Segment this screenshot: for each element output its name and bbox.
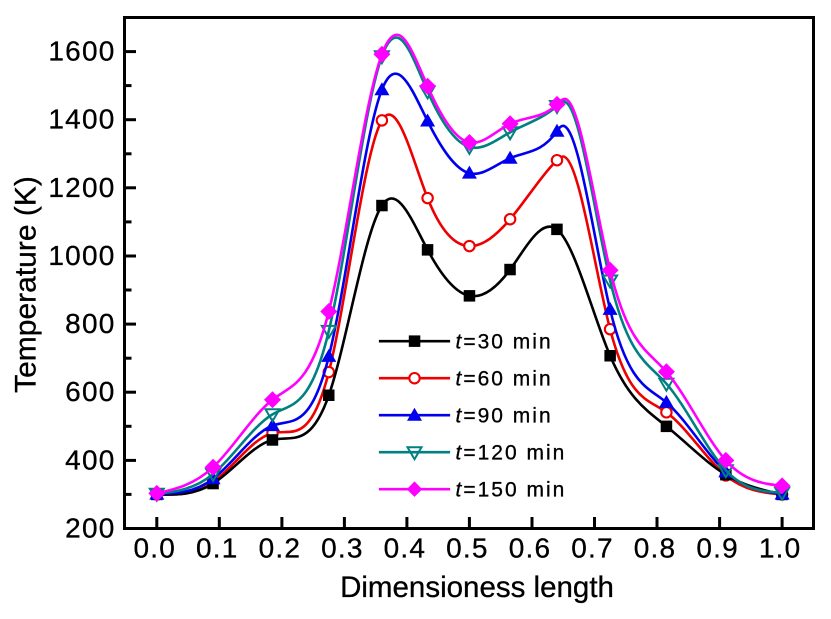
svg-text:1400: 1400 <box>48 104 115 135</box>
svg-text:0.1: 0.1 <box>196 533 239 564</box>
svg-text:Temperature (K): Temperature (K) <box>10 176 43 393</box>
svg-text:200: 200 <box>65 513 115 544</box>
svg-text:0.9: 0.9 <box>696 533 739 564</box>
svg-text:t=60 min: t=60 min <box>456 368 553 391</box>
svg-text:0.5: 0.5 <box>446 533 489 564</box>
svg-text:400: 400 <box>65 444 115 475</box>
svg-text:t=120 min: t=120 min <box>456 442 567 465</box>
svg-text:1.0: 1.0 <box>759 533 802 564</box>
svg-text:0.2: 0.2 <box>259 533 302 564</box>
svg-text:0.3: 0.3 <box>321 533 364 564</box>
svg-text:t=30 min: t=30 min <box>456 331 553 354</box>
svg-text:1200: 1200 <box>48 172 115 203</box>
svg-text:t=90 min: t=90 min <box>456 405 553 428</box>
svg-text:1600: 1600 <box>48 36 115 67</box>
svg-text:800: 800 <box>65 308 115 339</box>
svg-text:0.4: 0.4 <box>384 533 427 564</box>
svg-text:1000: 1000 <box>48 240 115 271</box>
svg-text:0.0: 0.0 <box>134 533 177 564</box>
svg-text:0.7: 0.7 <box>571 533 614 564</box>
svg-text:0.6: 0.6 <box>509 533 552 564</box>
svg-text:0.8: 0.8 <box>634 533 677 564</box>
svg-text:Dimensioness length: Dimensioness length <box>340 571 614 604</box>
svg-text:t=150 min: t=150 min <box>456 479 567 502</box>
svg-text:600: 600 <box>65 376 115 407</box>
